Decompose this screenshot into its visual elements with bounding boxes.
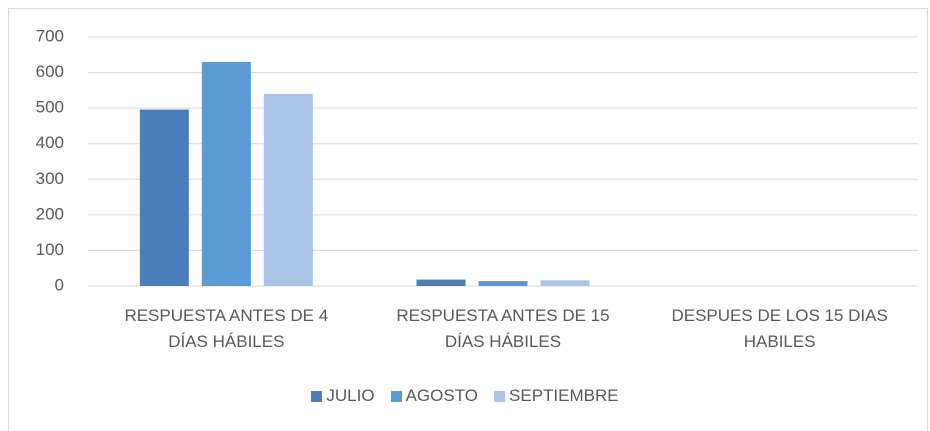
x-tick-label: DESPUES DE LOS 15 DIAS HABILES (671, 306, 888, 351)
legend-label: SEPTIEMBRE (509, 386, 619, 405)
y-tick-label: 600 (36, 62, 64, 81)
legend-label: AGOSTO (405, 386, 479, 405)
bar (478, 281, 528, 286)
bar (416, 279, 466, 286)
bar (263, 93, 313, 287)
bar (201, 61, 251, 287)
y-tick-label: 700 (36, 26, 64, 45)
legend-item: AGOSTO (390, 386, 479, 406)
bar (540, 280, 590, 286)
chart-frame (8, 8, 928, 431)
y-tick-label: 400 (36, 133, 64, 152)
legend-swatch (311, 390, 323, 402)
x-tick-label: RESPUESTA ANTES DE 15 DÍAS HÁBILES (396, 306, 610, 351)
legend-label: JULIO (326, 386, 375, 405)
x-tick-label: RESPUESTA ANTES DE 4 DÍAS HÁBILES (124, 306, 329, 351)
legend-swatch (494, 390, 506, 402)
legend-item: JULIO (311, 386, 375, 406)
legend: JULIO AGOSTO SEPTIEMBRE (0, 386, 930, 406)
y-tick-label: 300 (36, 169, 64, 188)
legend-item: SEPTIEMBRE (494, 386, 619, 406)
legend-swatch (390, 390, 402, 402)
y-tick-label: 200 (36, 204, 64, 223)
y-tick-label: 100 (36, 240, 64, 259)
y-tick-label: 500 (36, 98, 64, 117)
y-tick-label: 0 (55, 275, 64, 294)
bar (139, 109, 189, 287)
